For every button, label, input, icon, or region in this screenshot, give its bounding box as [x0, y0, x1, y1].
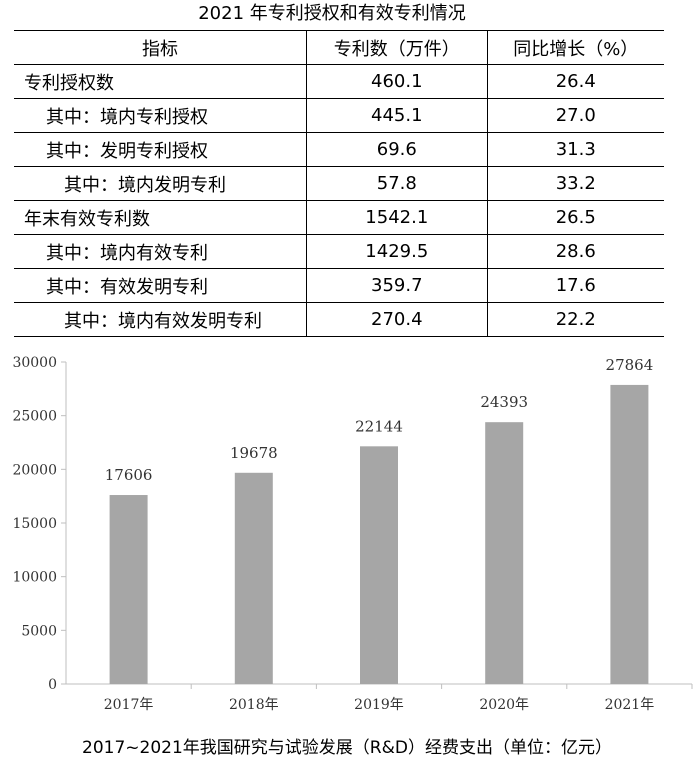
table-header-row: 指标 专利数（万件） 同比增长（%）: [14, 30, 664, 65]
row-growth: 22.2: [486, 302, 664, 337]
table-row: 其中：境内有效专利 1429.5 28.6: [14, 234, 664, 269]
bar: [234, 472, 273, 684]
bar-data-label: 27864: [606, 356, 654, 374]
row-growth: 27.0: [486, 98, 664, 133]
header-patent-count: 专利数（万件）: [306, 30, 488, 65]
y-tick-label: 15000: [12, 516, 57, 532]
row-growth: 17.6: [486, 268, 664, 303]
bar: [485, 422, 524, 684]
row-growth: 31.3: [486, 132, 664, 167]
table-row: 其中：境内有效发明专利 270.4 22.2: [14, 302, 664, 337]
table-row: 年末有效专利数 1542.1 26.5: [14, 200, 664, 235]
y-tick-label: 10000: [12, 570, 57, 586]
patent-table: 指标 专利数（万件） 同比增长（%） 专利授权数 460.1 26.4 其中：境…: [14, 30, 664, 337]
table-title: 2021 年专利授权和有效专利情况: [198, 3, 466, 24]
row-label: 年末有效专利数: [14, 200, 307, 235]
row-growth: 26.5: [486, 200, 664, 235]
y-tick-label: 25000: [12, 409, 57, 425]
x-tick-label: 2020年: [479, 697, 529, 713]
table-row: 其中：境内发明专利 57.8 33.2: [14, 166, 664, 201]
row-label: 其中：境内有效发明专利: [14, 302, 307, 337]
header-indicator: 指标: [14, 30, 307, 65]
x-tick-label: 2019年: [354, 697, 404, 713]
row-value: 57.8: [306, 166, 488, 201]
y-tick-label: 30000: [12, 355, 57, 371]
y-tick-label: 0: [48, 677, 57, 693]
x-tick-label: 2021年: [605, 697, 655, 713]
bar: [610, 384, 649, 684]
table-row: 其中：发明专利授权 69.6 31.3: [14, 132, 664, 167]
y-tick-label: 20000: [12, 462, 57, 478]
x-tick-label: 2018年: [229, 697, 279, 713]
table-row: 其中：境内专利授权 445.1 27.0: [14, 98, 664, 133]
table-row: 专利授权数 460.1 26.4: [14, 64, 664, 99]
row-value: 359.7: [306, 268, 488, 303]
bar: [360, 446, 398, 684]
row-label: 其中：有效发明专利: [14, 268, 307, 303]
row-value: 460.1: [306, 64, 488, 99]
bar-data-label: 22144: [355, 417, 403, 435]
rd-expenditure-bar-chart: 0 5000 10000 15000 20000 25000 30000 17606 2017年…: [12, 355, 693, 713]
header-growth: 同比增长（%）: [486, 30, 664, 65]
x-tick-label: 2017年: [104, 697, 154, 713]
row-label: 专利授权数: [14, 64, 307, 99]
y-tick-label: 5000: [21, 623, 57, 639]
table-row: 其中：有效发明专利 359.7 17.6: [14, 268, 664, 303]
row-growth: 28.6: [486, 234, 664, 269]
row-growth: 26.4: [486, 64, 664, 99]
bar-data-label: 24393: [480, 393, 528, 411]
row-value: 69.6: [306, 132, 488, 167]
row-label: 其中：境内发明专利: [14, 166, 307, 201]
bar-data-label: 17606: [105, 466, 153, 484]
chart-title: 2017~2021年我国研究与试验发展（R&D）经费支出（单位：亿元）: [82, 738, 612, 758]
row-label: 其中：境内专利授权: [14, 98, 307, 133]
row-value: 270.4: [306, 302, 488, 337]
bar-data-label: 19678: [230, 444, 278, 462]
row-growth: 33.2: [486, 166, 664, 201]
row-label: 其中：发明专利授权: [14, 132, 307, 167]
row-value: 1542.1: [306, 200, 488, 235]
row-value: 1429.5: [306, 234, 488, 269]
row-value: 445.1: [306, 98, 488, 133]
bar: [109, 495, 148, 684]
row-label: 其中：境内有效专利: [14, 234, 307, 269]
